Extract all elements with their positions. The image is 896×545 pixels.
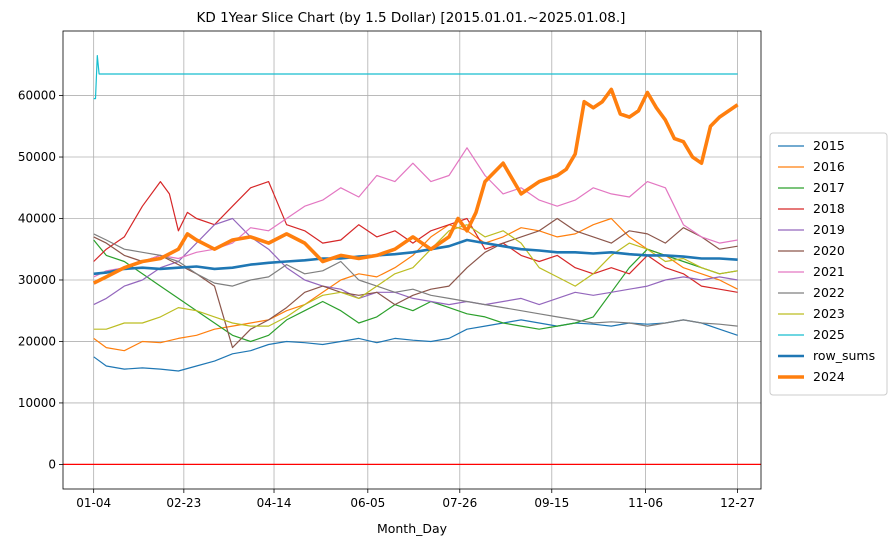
x-tick-label: 11-06 xyxy=(628,496,663,510)
legend-label: 2017 xyxy=(813,180,845,195)
legend-box xyxy=(769,132,888,396)
plot-frame xyxy=(62,30,762,490)
x-tick-label: 01-04 xyxy=(76,496,111,510)
series-lines xyxy=(92,54,739,372)
legend-label: 2021 xyxy=(813,264,845,279)
legend-label: 2025 xyxy=(813,327,845,342)
y-tick-label: 10000 xyxy=(18,396,56,410)
x-axis-label: Month_Day xyxy=(377,521,448,536)
series-line-2016 xyxy=(93,217,738,352)
legend-label: 2018 xyxy=(813,201,845,216)
x-tick-label: 12-27 xyxy=(720,496,755,510)
x-tick-label: 06-05 xyxy=(350,496,385,510)
y-tick-label: 40000 xyxy=(18,212,56,226)
legend-label: 2019 xyxy=(813,222,845,237)
x-tick-label: 07-26 xyxy=(442,496,477,510)
legend-label: 2023 xyxy=(813,306,845,321)
legend-label: 2020 xyxy=(813,243,845,258)
chart-title: KD 1Year Slice Chart (by 1.5 Dollar) [20… xyxy=(197,10,626,26)
legend-label: 2016 xyxy=(813,159,845,174)
series-line-2022 xyxy=(93,233,738,327)
grid-lines xyxy=(63,31,761,489)
y-tick-label: 60000 xyxy=(18,89,56,103)
x-tick-label: 09-15 xyxy=(534,496,569,510)
legend: 2015 2016 2017 2018 2019 2020 2021 2022 2023 2025… xyxy=(769,132,888,396)
series-line-2018 xyxy=(93,181,738,293)
series-line-2025 xyxy=(93,54,738,100)
x-tick-label: 02-23 xyxy=(166,496,201,510)
x-axis-ticks: 01-04 02-23 04-14 06-05 07-26 09-15 11-06 12-27 xyxy=(76,489,755,510)
y-tick-label: 20000 xyxy=(18,334,56,348)
series-line-2021 xyxy=(93,147,738,278)
x-tick-label: 04-14 xyxy=(257,496,292,510)
series-line-2019 xyxy=(93,217,738,306)
series-line-2024 xyxy=(92,87,739,285)
y-axis-ticks: 0 10000 20000 30000 40000 50000 60000 xyxy=(18,89,63,471)
legend-label: 2022 xyxy=(813,285,845,300)
y-tick-label: 50000 xyxy=(18,150,56,164)
legend-label: 2024 xyxy=(813,369,845,384)
legend-label: row_sums xyxy=(813,348,875,363)
legend-label: 2015 xyxy=(813,138,845,153)
y-tick-label: 30000 xyxy=(18,273,56,287)
series-line-2023 xyxy=(93,224,738,330)
series-line-row_sums xyxy=(93,238,738,276)
y-tick-label: 0 xyxy=(48,457,56,471)
